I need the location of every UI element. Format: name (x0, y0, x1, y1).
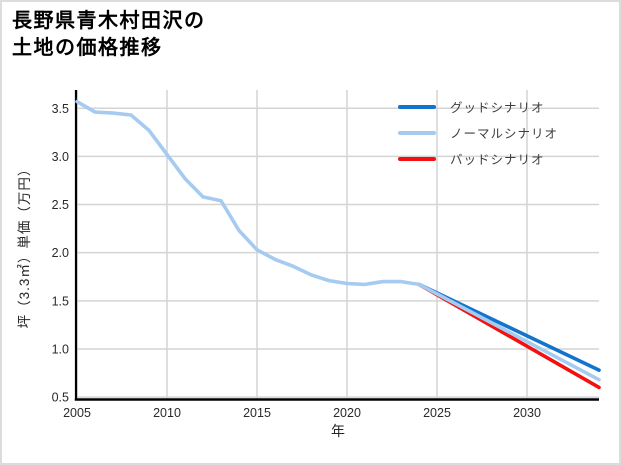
y-tick-label: 1.5 (52, 294, 69, 308)
chart-title-line2: 土地の価格推移 (12, 37, 163, 59)
x-tick-label: 2010 (153, 406, 181, 420)
y-tick-label: 2.0 (52, 246, 69, 260)
x-tick-label: 2025 (423, 406, 451, 420)
chart-title: 長野県青木村田沢の 土地の価格推移 (12, 8, 206, 62)
x-tick-label: 2020 (333, 406, 361, 420)
legend-swatch-good-scenario (398, 104, 436, 109)
legend-label-good-scenario: グッドシナリオ (450, 101, 545, 115)
x-tick-label: 2005 (63, 406, 91, 420)
legend-swatch-normal-scenario (398, 130, 436, 135)
y-tick-label: 3.0 (52, 150, 69, 164)
chart-title-line1: 長野県青木村田沢の (12, 10, 206, 32)
x-tick-label: 2030 (513, 406, 541, 420)
legend-label-normal-scenario: ノーマルシナリオ (450, 127, 559, 141)
legend-item-normal-scenario: ノーマルシナリオ (398, 123, 558, 142)
legend-label-bad-scenario: バッドシナリオ (450, 153, 545, 167)
legend: グッドシナリオ ノーマルシナリオ バッドシナリオ (398, 97, 558, 175)
y-tick-label: 2.5 (52, 198, 69, 212)
y-tick-label: 0.5 (52, 391, 69, 405)
legend-item-bad-scenario: バッドシナリオ (398, 149, 558, 168)
series-line-normal-scenario (75, 99, 601, 382)
y-axis-label: 坪（3.3㎡）単価（万円） (17, 161, 32, 329)
y-tick-label: 3.5 (52, 102, 69, 116)
legend-swatch-bad-scenario (398, 156, 436, 161)
legend-item-good-scenario: グッドシナリオ (398, 97, 558, 116)
x-tick-label: 2015 (243, 406, 271, 420)
x-axis-label: 年 (331, 423, 345, 439)
y-tick-label: 1.0 (52, 342, 69, 356)
